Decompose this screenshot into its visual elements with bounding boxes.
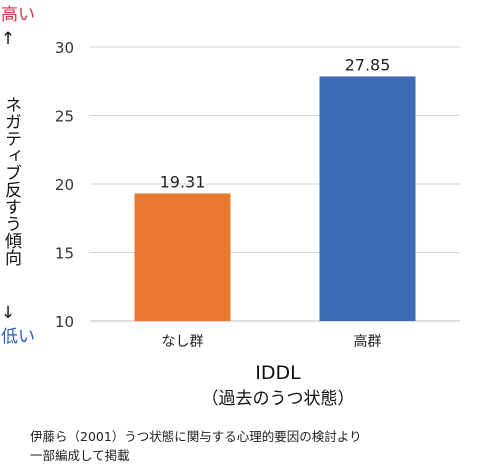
x-axis-title: IDDL xyxy=(255,362,301,384)
bar xyxy=(319,76,416,321)
bar-chart: 10 15 20 25 30 19.31 27.85 なし群 高群 IDDL （過去のうつ状… xyxy=(1,5,460,409)
x-axis-subtitle: （過去のうつ状態） xyxy=(202,389,355,409)
category-label: なし群 xyxy=(162,334,204,350)
bar-value-label: 19.31 xyxy=(160,172,206,191)
value-labels: 19.31 27.85 xyxy=(160,55,391,191)
category-label: 高群 xyxy=(354,333,382,350)
y-tick-label: 25 xyxy=(55,108,74,126)
category-labels: なし群 高群 xyxy=(162,333,382,350)
bar-value-label: 27.85 xyxy=(345,55,391,74)
y-tick-label: 10 xyxy=(55,313,74,331)
y-tick-labels: 10 15 20 25 30 xyxy=(55,39,74,331)
source-line-1: 伊藤ら（2001）うつ状態に関与する心理的要因の検討より xyxy=(30,429,362,444)
y-axis-down-arrow: ↓ xyxy=(1,303,15,323)
y-axis-up-arrow: ↑ xyxy=(1,29,15,49)
y-tick-label: 20 xyxy=(55,176,74,194)
source-line-2: 一部編成して掲載 xyxy=(30,448,130,463)
y-axis-low-label: 低い xyxy=(1,327,35,347)
bars xyxy=(134,76,416,321)
y-axis-high-label: 高い xyxy=(1,5,35,25)
y-tick-label: 15 xyxy=(55,245,74,263)
y-axis-title: ネガティブ反すう傾向 xyxy=(1,96,22,266)
source-citation: 伊藤ら（2001）うつ状態に関与する心理的要因の検討より 一部編成して掲載 xyxy=(30,427,486,465)
y-tick-label: 30 xyxy=(55,39,74,57)
bar xyxy=(134,193,231,321)
